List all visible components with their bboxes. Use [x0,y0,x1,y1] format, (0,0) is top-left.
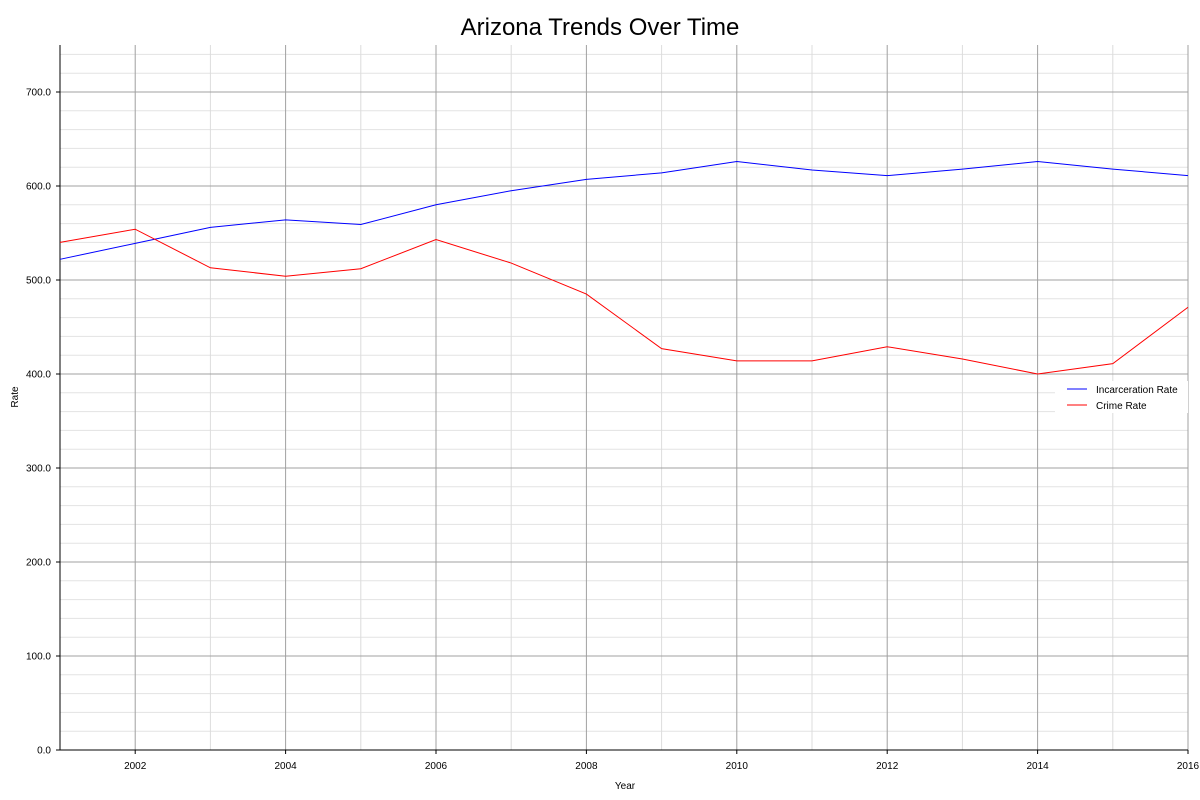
x-tick-label: 2006 [425,761,448,772]
chart-title: Arizona Trends Over Time [461,14,740,41]
minor-grid [59,45,1188,750]
legend-label-incarceration-rate: Incarceration Rate [1096,385,1178,396]
series-line-incarceration-rate [59,161,1189,260]
x-tick-label: 2016 [1177,761,1200,772]
y-tick-label: 300.0 [26,464,51,475]
x-tick-label: 2010 [726,761,749,772]
series-lines [59,161,1189,375]
y-tick-label: 400.0 [26,370,51,381]
y-tick-label: 500.0 [26,276,51,287]
x-tick-label: 2008 [575,761,598,772]
y-tick-label: 200.0 [26,558,51,569]
y-tick-label: 0.0 [37,746,51,757]
legend-box [1055,381,1188,413]
y-tick-label: 100.0 [26,652,51,663]
legend: Incarceration Rate Crime Rate [1055,381,1188,413]
x-axis-label: Year [615,781,636,792]
y-axis-label: Rate [10,386,21,408]
series-line-crime-rate [59,228,1189,375]
x-tick-label: 2012 [876,761,899,772]
x-axis-ticks: 2002 2004 2006 2008 2010 2012 2014 2016 [124,750,1200,772]
y-tick-label: 600.0 [26,182,51,193]
axes [59,45,1188,751]
major-grid [60,45,1189,750]
x-tick-label: 2002 [124,761,147,772]
y-tick-label: 700.0 [26,88,51,99]
y-axis-ticks: 0.0 100.0 200.0 300.0 400.0 500.0 600.0 700.0 [26,88,60,757]
legend-label-crime-rate: Crime Rate [1096,401,1147,412]
x-tick-label: 2014 [1026,761,1049,772]
x-tick-label: 2004 [274,761,297,772]
